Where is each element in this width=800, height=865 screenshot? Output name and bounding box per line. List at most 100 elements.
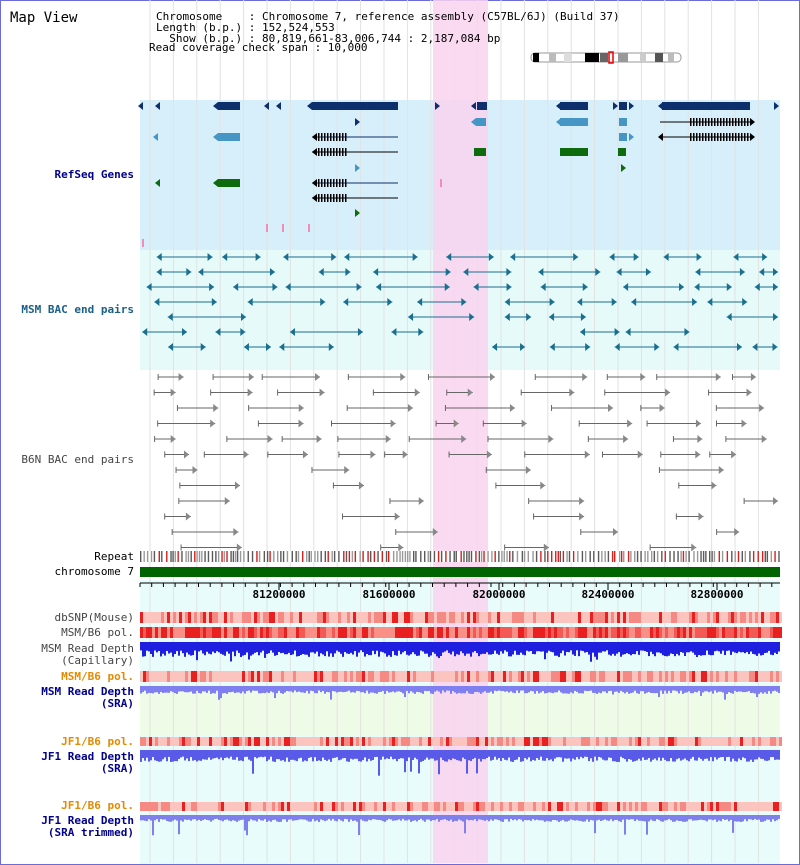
jf1-b6-pol-heat-cell[interactable] — [152, 737, 155, 746]
dbsnp-heat-cell[interactable] — [197, 612, 200, 623]
jf1-depth-trimmed-bar[interactable] — [372, 815, 374, 820]
msm-b6-pol2-heat-cell[interactable] — [170, 671, 173, 682]
msm-depth-sra-bar[interactable] — [184, 686, 186, 693]
jf1-depth-sra-bar[interactable] — [724, 750, 726, 761]
jf1-depth-trimmed-bar[interactable] — [206, 815, 208, 820]
msm-b6-pol-heat-cell[interactable] — [728, 627, 731, 638]
jf1-b6-pol-heat-cell[interactable] — [533, 737, 536, 746]
jf1-depth-trimmed-bar[interactable] — [576, 815, 578, 821]
msm-depth-capillary-bar[interactable] — [160, 642, 162, 657]
jf1-depth-sra-bar[interactable] — [342, 750, 344, 759]
b6n-bac-end[interactable] — [773, 497, 778, 505]
msm-depth-capillary-bar[interactable] — [656, 642, 658, 653]
jf1-b6-pol2-heat-cell[interactable] — [659, 802, 662, 811]
jf1-b6-pol-heat-cell[interactable] — [608, 737, 611, 746]
msm-depth-capillary-bar[interactable] — [624, 642, 626, 655]
jf1-depth-sra-bar[interactable] — [504, 750, 506, 760]
jf1-b6-pol-heat-cell[interactable] — [623, 737, 626, 746]
msm-depth-sra-bar[interactable] — [214, 686, 216, 694]
dbsnp-heat-cell[interactable] — [380, 612, 383, 623]
msm-depth-sra-bar[interactable] — [702, 686, 704, 693]
msm-b6-pol2-heat-cell[interactable] — [719, 671, 722, 682]
msm-b6-pol2-heat-cell[interactable] — [773, 671, 776, 682]
msm-depth-sra-bar[interactable] — [216, 686, 218, 691]
msm-b6-pol-heat-cell[interactable] — [566, 627, 569, 638]
msm-b6-pol2-heat-cell[interactable] — [698, 671, 701, 682]
jf1-depth-trimmed-bar[interactable] — [634, 815, 636, 821]
msm-depth-capillary-bar[interactable] — [334, 642, 336, 654]
repeat-element[interactable] — [302, 551, 304, 562]
msm-b6-pol-heat-cell[interactable] — [650, 627, 653, 638]
dbsnp-heat-cell[interactable] — [428, 612, 431, 623]
jf1-depth-sra-bar[interactable] — [226, 750, 228, 758]
repeat-element[interactable] — [401, 551, 404, 562]
msm-b6-pol-heat-cell[interactable] — [182, 627, 185, 638]
dbsnp-heat-cell[interactable] — [149, 612, 152, 623]
msm-depth-sra-bar[interactable] — [714, 686, 716, 691]
feature-block[interactable] — [476, 118, 486, 126]
msm-depth-capillary-bar[interactable] — [264, 642, 266, 658]
jf1-depth-sra-bar[interactable] — [520, 750, 522, 762]
jf1-depth-sra-bar[interactable] — [616, 750, 618, 762]
gene-exon[interactable] — [342, 194, 344, 202]
jf1-depth-trimmed-bar[interactable] — [774, 815, 776, 822]
msm-b6-pol2-heat-cell[interactable] — [608, 671, 611, 682]
b6n-bac-end[interactable] — [579, 497, 585, 505]
jf1-depth-sra-bar[interactable] — [682, 750, 684, 760]
b6n-bac-end[interactable] — [521, 419, 527, 428]
jf1-depth-trimmed-bar[interactable] — [684, 815, 686, 822]
feature-arrow[interactable] — [312, 133, 317, 141]
msm-b6-pol-heat-cell[interactable] — [770, 627, 773, 638]
jf1-b6-pol-heat-cell[interactable] — [311, 737, 314, 746]
jf1-depth-sra-bar[interactable] — [608, 750, 610, 758]
repeat-element[interactable] — [211, 551, 214, 562]
msm-b6-pol2-heat-cell[interactable] — [278, 671, 281, 682]
repeat-element[interactable] — [512, 551, 514, 562]
gene-arrow[interactable] — [774, 102, 779, 110]
jf1-depth-trimmed-bar[interactable] — [384, 815, 386, 822]
feature-arrow[interactable] — [629, 133, 634, 141]
jf1-depth-sra-bar[interactable] — [708, 750, 710, 761]
jf1-b6-pol-heat-cell[interactable] — [266, 737, 269, 746]
jf1-depth-trimmed-bar[interactable] — [714, 815, 716, 820]
msm-depth-capillary-bar[interactable] — [240, 642, 242, 657]
jf1-b6-pol2-heat-cell[interactable] — [668, 802, 671, 811]
jf1-b6-pol-heat-cell[interactable] — [233, 737, 236, 746]
dbsnp-heat-cell[interactable] — [551, 612, 554, 623]
msm-b6-pol-heat-cell[interactable] — [440, 627, 443, 638]
jf1-b6-pol-heat-cell[interactable] — [755, 737, 758, 746]
jf1-depth-trimmed-bar[interactable] — [610, 815, 612, 820]
jf1-depth-trimmed-bar[interactable] — [624, 815, 626, 835]
jf1-depth-trimmed-bar[interactable] — [330, 815, 332, 821]
msm-b6-pol-heat-cell[interactable] — [605, 627, 608, 638]
msm-depth-capillary-bar[interactable] — [380, 642, 382, 652]
jf1-depth-trimmed-bar[interactable] — [392, 815, 394, 821]
jf1-depth-sra-bar[interactable] — [554, 750, 556, 759]
msm-b6-pol-heat-cell[interactable] — [554, 627, 557, 638]
msm-b6-pol-heat-cell[interactable] — [173, 627, 176, 638]
jf1-depth-sra-bar[interactable] — [212, 750, 214, 759]
jf1-b6-pol2-heat-cell[interactable] — [461, 802, 464, 811]
jf1-b6-pol2-heat-cell[interactable] — [566, 802, 569, 811]
dbsnp-heat-cell[interactable] — [593, 612, 596, 623]
msm-b6-pol2-heat-cell[interactable] — [149, 671, 152, 682]
jf1-depth-trimmed-bar[interactable] — [250, 815, 252, 820]
jf1-depth-trimmed-bar[interactable] — [512, 815, 514, 821]
dbsnp-heat-cell[interactable] — [176, 612, 179, 623]
jf1-depth-trimmed-bar[interactable] — [314, 815, 316, 822]
jf1-b6-pol2-heat-cell[interactable] — [764, 802, 767, 811]
jf1-b6-pol2-heat-cell[interactable] — [446, 802, 449, 811]
msm-b6-pol-heat-cell[interactable] — [209, 627, 212, 638]
msm-b6-pol-heat-cell[interactable] — [596, 627, 599, 638]
jf1-depth-trimmed-bar[interactable] — [642, 815, 644, 821]
msm-depth-capillary-bar[interactable] — [158, 642, 160, 651]
jf1-depth-sra-bar[interactable] — [452, 750, 454, 759]
jf1-b6-pol-heat-cell[interactable] — [377, 737, 380, 746]
jf1-b6-pol-heat-cell[interactable] — [599, 737, 602, 746]
jf1-b6-pol2-heat-cell[interactable] — [410, 802, 413, 811]
jf1-depth-trimmed-bar[interactable] — [186, 815, 188, 820]
gene-exon[interactable] — [324, 194, 326, 202]
jf1-b6-pol2-heat-cell[interactable] — [515, 802, 518, 811]
msm-depth-sra-bar[interactable] — [718, 686, 720, 692]
msm-depth-sra-bar[interactable] — [192, 686, 194, 694]
